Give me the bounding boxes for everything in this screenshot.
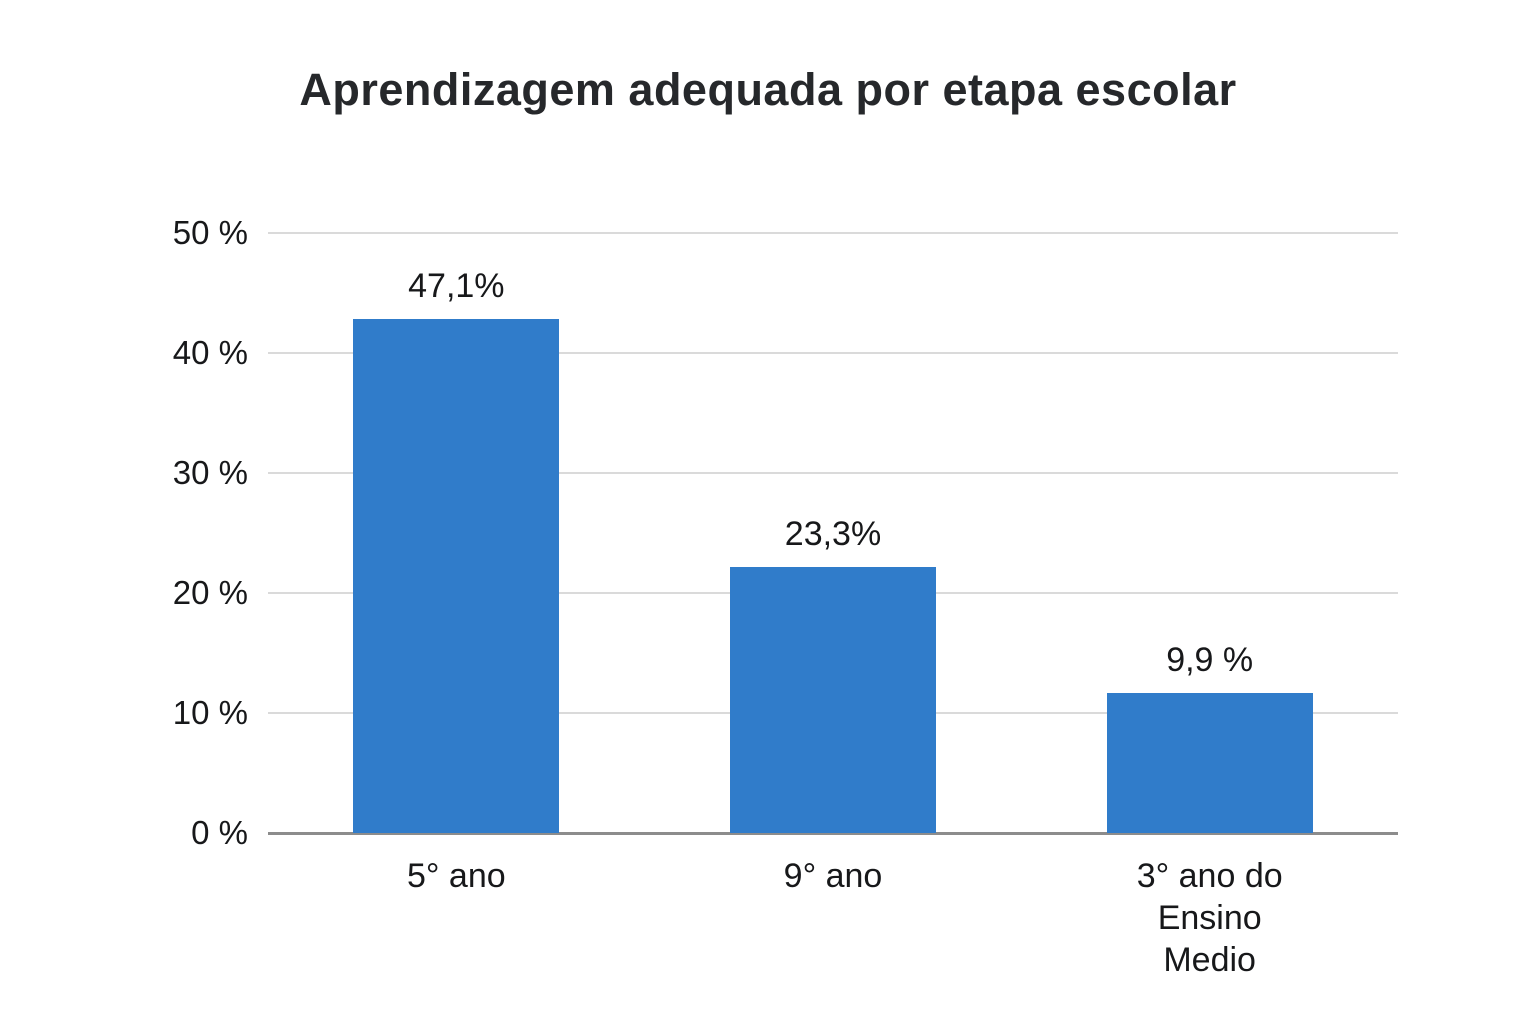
- y-axis-tick-label: 20 %: [172, 574, 248, 611]
- category-label: 5° ano: [406, 857, 506, 895]
- y-axis-tick-label: 40 %: [172, 334, 248, 371]
- gridline: [268, 472, 1398, 474]
- category-label: 9° ano: [783, 857, 883, 895]
- bar-1: [353, 319, 560, 833]
- bar-slot: 23,3% 9° ano: [645, 233, 1022, 895]
- chart-title: Aprendizagem adequada por etapa escolar: [299, 64, 1237, 115]
- bar-value-label: 47,1%: [408, 267, 505, 306]
- gridline: [268, 352, 1398, 354]
- bar-slot: 47,1% 5° ano: [268, 233, 645, 895]
- plot-area: 50 % 40 % 30 % 20 % 10 % 0 % 47,1% 5° ano 23,3% 9…: [173, 214, 1398, 979]
- bar-2: [730, 566, 936, 833]
- y-axis-tick-label: 30 %: [172, 454, 248, 491]
- y-axis-tick-label: 0 %: [191, 814, 248, 851]
- category-label: 3° ano do Ensino Medio: [1136, 857, 1283, 979]
- bar-slot: 9,9 % 3° ano do Ensino Medio: [1021, 233, 1398, 979]
- gridline: [268, 232, 1398, 234]
- y-axis-tick-label: 10 %: [172, 694, 248, 731]
- bars-container: 47,1% 5° ano 23,3% 9° ano 9,9 % 3° ano do Ens…: [268, 233, 1398, 979]
- bar-value-label: 23,3%: [784, 514, 882, 553]
- bar-3: [1106, 692, 1313, 833]
- bar-value-label: 9,9 %: [1166, 640, 1254, 679]
- y-axis-tick-label: 50 %: [172, 214, 248, 251]
- x-axis-line: [268, 831, 1398, 835]
